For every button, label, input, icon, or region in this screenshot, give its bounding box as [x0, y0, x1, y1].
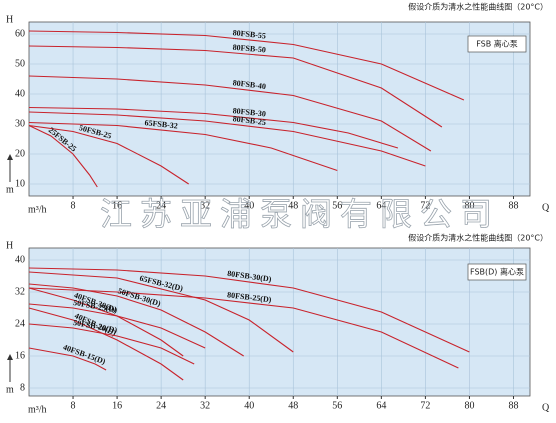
y-axis-unit: m	[6, 184, 14, 195]
x-tick-label: 16	[112, 400, 122, 411]
x-tick-label: 48	[288, 200, 298, 211]
y-axis-unit: m	[6, 384, 14, 395]
watermark: 江苏亚浦泵阀有限公司	[100, 195, 500, 233]
y-arrowhead	[7, 354, 13, 360]
y-tick-label: 24	[15, 318, 25, 329]
x-tick-label: 72	[420, 200, 430, 211]
y-axis-label: H	[6, 14, 13, 25]
y-axis-label: H	[6, 240, 13, 251]
curve	[28, 323, 195, 365]
x-tick-label: 32	[200, 200, 210, 211]
x-tick-label: 40	[244, 400, 254, 411]
x-axis-label: Q	[542, 402, 550, 413]
x-tick-label: 16	[112, 200, 122, 211]
plot-area	[28, 247, 531, 397]
x-axis-unit: m³/h	[28, 204, 47, 215]
curve-label: 80FSB-40	[232, 78, 266, 91]
subtitle: 假设介质为清水之性能曲线图（20°C）	[408, 233, 548, 243]
x-tick-label: 8	[71, 200, 76, 211]
y-arrowhead	[7, 154, 13, 160]
curve-label: 80FSB-30	[232, 106, 266, 118]
y-tick-label: 40	[15, 254, 25, 265]
curve	[28, 347, 107, 371]
curve-label: 80FSB-25	[232, 114, 266, 127]
curve	[28, 75, 432, 152]
annotation: FSB 离心泵	[476, 39, 518, 49]
x-tick-label: 56	[332, 200, 342, 211]
y-tick-label: 50	[15, 58, 25, 69]
curve	[28, 30, 465, 101]
x-axis-label: Q	[542, 202, 550, 213]
x-tick-label: 24	[156, 200, 166, 211]
y-tick-label: 20	[15, 148, 25, 159]
x-tick-label: 72	[420, 400, 430, 411]
y-tick-label: 40	[15, 88, 25, 99]
x-tick-label: 48	[288, 400, 298, 411]
curve	[28, 303, 206, 349]
curve	[28, 267, 470, 353]
annotation: FSB(D) 离心泵	[470, 267, 524, 277]
subtitle: 假设介质为清水之性能曲线图（20°C）	[408, 2, 548, 12]
y-tick-label: 60	[15, 28, 25, 39]
y-tick-label: 8	[20, 382, 25, 393]
y-tick-label: 32	[15, 286, 25, 297]
y-tick-label: 10	[15, 178, 25, 189]
y-tick-label: 16	[15, 350, 25, 361]
y-tick-label: 30	[15, 118, 25, 129]
curve	[28, 124, 190, 185]
annotation-box	[467, 35, 527, 53]
curve	[28, 307, 184, 381]
x-tick-label: 64	[376, 200, 386, 211]
curve	[28, 283, 244, 357]
x-axis-unit: m³/h	[28, 404, 47, 415]
curve	[28, 45, 443, 128]
curve-label: 80FSB-50	[232, 43, 266, 55]
curve	[28, 121, 338, 172]
x-tick-label: 88	[508, 400, 518, 411]
x-tick-label: 32	[200, 400, 210, 411]
x-tick-label: 24	[156, 400, 166, 411]
curve-label: 80FSB-55	[232, 28, 266, 40]
x-tick-label: 88	[508, 200, 518, 211]
curve-label: 65FSB-32	[144, 118, 178, 130]
curve	[28, 111, 426, 167]
curve	[28, 271, 294, 353]
x-tick-label: 64	[376, 400, 386, 411]
annotation-box	[467, 263, 527, 281]
x-tick-label: 56	[332, 400, 342, 411]
x-tick-label: 80	[464, 200, 474, 211]
curve	[28, 125, 98, 188]
x-tick-label: 40	[244, 200, 254, 211]
curve	[28, 287, 459, 369]
x-tick-label: 80	[464, 400, 474, 411]
x-tick-label: 8	[71, 400, 76, 411]
curve	[28, 106, 399, 149]
